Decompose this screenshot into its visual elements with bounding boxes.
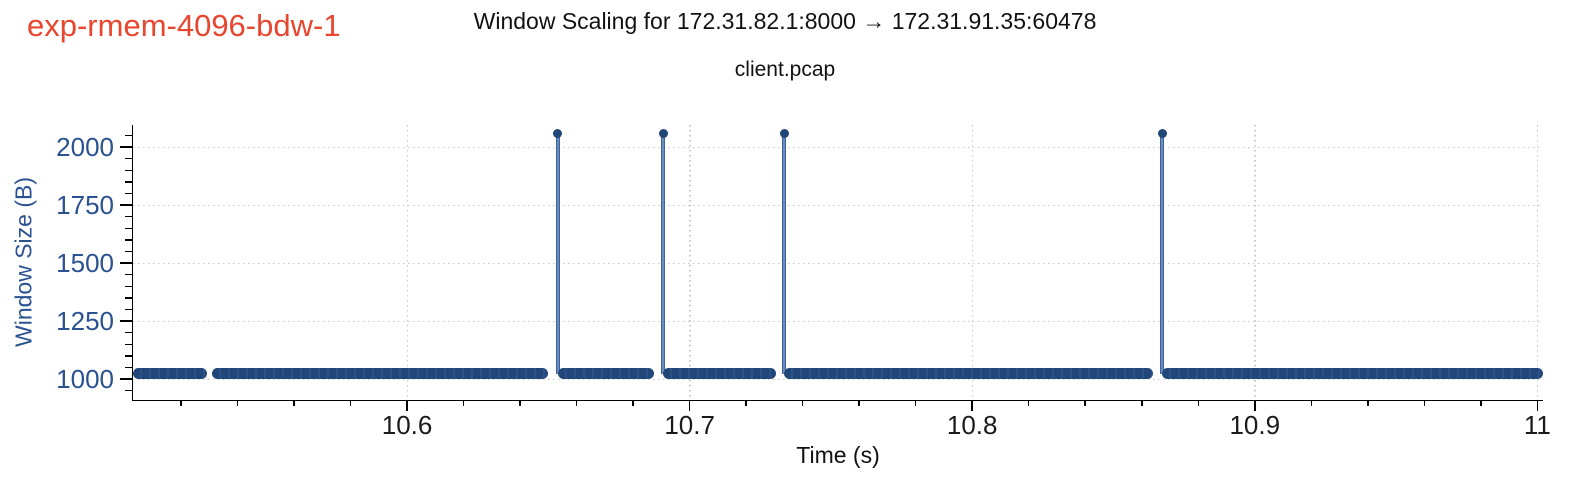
x-minor-tick xyxy=(236,400,239,406)
y-tick-label: 1000 xyxy=(56,364,114,395)
x-minor-tick xyxy=(1084,400,1086,406)
x-minor-tick xyxy=(1423,400,1426,406)
y-minor-tick xyxy=(125,239,132,241)
y-minor-tick xyxy=(125,192,132,195)
spike-marker-dot xyxy=(658,128,668,138)
y-tick-label: 1500 xyxy=(56,248,114,279)
y-minor-tick xyxy=(125,157,132,160)
vertical-gridline xyxy=(689,125,691,400)
y-minor-tick xyxy=(125,343,132,346)
x-minor-tick xyxy=(914,400,917,406)
x-tick-label: 10.6 xyxy=(381,410,433,440)
y-minor-tick xyxy=(125,227,132,230)
y-minor-tick xyxy=(125,215,132,218)
y-tick-label: 2000 xyxy=(56,132,114,163)
x-major-tick xyxy=(1254,400,1256,411)
horizontal-gridline xyxy=(133,378,1543,381)
x-minor-tick xyxy=(575,400,578,406)
y-minor-tick xyxy=(125,169,132,171)
x-tick-label: 10.8 xyxy=(946,410,998,440)
x-minor-tick xyxy=(462,400,465,406)
x-minor-tick xyxy=(1141,400,1143,406)
x-minor-tick xyxy=(1027,400,1030,406)
horizontal-gridline xyxy=(133,320,1543,323)
vertical-gridline xyxy=(1254,125,1256,400)
y-major-tick xyxy=(120,378,132,380)
x-major-tick xyxy=(1536,400,1539,411)
y-minor-tick xyxy=(125,389,132,392)
y-minor-tick xyxy=(125,250,132,253)
vertical-gridline xyxy=(406,125,409,400)
x-minor-tick xyxy=(519,400,521,406)
x-minor-tick xyxy=(180,400,182,406)
baseline-segment xyxy=(133,368,208,380)
x-minor-tick xyxy=(1367,400,1369,406)
y-minor-tick xyxy=(125,366,132,369)
baseline-segment xyxy=(1162,368,1543,380)
x-major-tick xyxy=(688,400,691,411)
baseline-segment xyxy=(784,368,1154,380)
y-axis-label: Window Size (B) xyxy=(10,177,37,347)
spike-marker-dot xyxy=(1157,128,1167,138)
y-minor-tick xyxy=(125,355,132,357)
y-tick-label: 1750 xyxy=(56,190,114,221)
baseline-segment xyxy=(663,368,776,380)
x-axis-label: Time (s) xyxy=(796,442,880,468)
spike-marker-dot xyxy=(779,128,789,138)
x-minor-tick xyxy=(745,400,747,406)
y-major-tick xyxy=(120,320,132,322)
horizontal-gridline xyxy=(133,146,1543,149)
y-minor-tick xyxy=(125,297,132,299)
spike-marker-dot xyxy=(553,128,563,138)
chart-subtitle: client.pcap xyxy=(734,58,836,81)
y-major-tick xyxy=(120,146,132,148)
vertical-gridline xyxy=(971,125,974,400)
baseline-segment xyxy=(557,368,655,380)
y-minor-tick xyxy=(125,331,132,334)
x-tick-label: 10.9 xyxy=(1229,410,1281,440)
spike-stem xyxy=(1160,133,1165,374)
spike-stem xyxy=(782,133,787,374)
spike-stem xyxy=(661,133,666,374)
y-axis-spine xyxy=(131,125,133,401)
y-major-tick xyxy=(120,204,132,206)
x-tick-label: 11 xyxy=(1523,410,1551,440)
y-minor-tick xyxy=(125,273,132,276)
vertical-gridline xyxy=(1536,125,1539,400)
y-minor-tick xyxy=(125,134,132,137)
y-tick-label: 1250 xyxy=(56,306,114,337)
spike-stem xyxy=(555,133,560,374)
chart-title: Window Scaling for 172.31.82.1:8000 → 17… xyxy=(473,8,1097,34)
x-minor-tick xyxy=(801,400,804,406)
y-major-tick xyxy=(120,262,132,264)
x-axis-spine xyxy=(131,399,1543,401)
x-major-tick xyxy=(406,400,408,411)
x-minor-tick xyxy=(1480,400,1482,406)
x-minor-tick xyxy=(632,400,634,406)
x-minor-tick xyxy=(1197,400,1200,406)
x-tick-label: 10.7 xyxy=(664,410,715,440)
horizontal-gridline xyxy=(133,204,1543,207)
y-minor-tick xyxy=(125,308,132,311)
x-minor-tick xyxy=(293,400,295,406)
experiment-label: exp-rmem-4096-bdw-1 xyxy=(27,8,341,43)
x-minor-tick xyxy=(858,400,860,406)
baseline-segment xyxy=(211,368,549,380)
x-minor-tick xyxy=(349,400,352,406)
horizontal-gridline xyxy=(133,262,1543,265)
x-minor-tick xyxy=(1310,400,1313,406)
x-major-tick xyxy=(971,400,973,411)
y-minor-tick xyxy=(125,285,132,288)
y-minor-tick xyxy=(125,181,132,183)
